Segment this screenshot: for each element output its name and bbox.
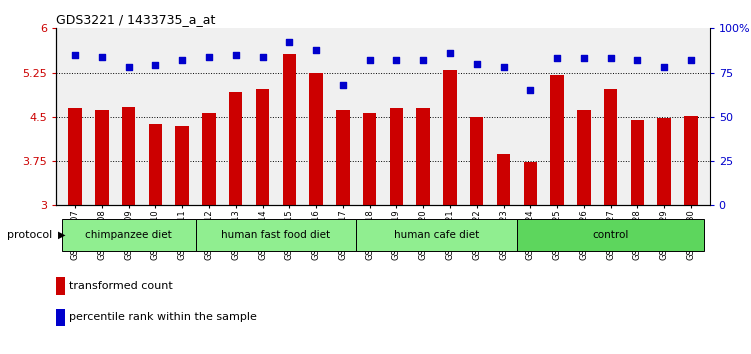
Text: human fast food diet: human fast food diet xyxy=(222,230,330,240)
Text: human cafe diet: human cafe diet xyxy=(394,230,479,240)
Text: chimpanzee diet: chimpanzee diet xyxy=(86,230,172,240)
Bar xyxy=(202,113,216,205)
Bar xyxy=(578,110,590,205)
Point xyxy=(69,52,81,58)
Point xyxy=(257,54,269,59)
Point xyxy=(363,57,376,63)
Bar xyxy=(631,120,644,205)
FancyBboxPatch shape xyxy=(356,219,517,251)
Bar xyxy=(309,73,323,205)
Bar xyxy=(122,107,135,205)
Point xyxy=(310,47,322,52)
Text: percentile rank within the sample: percentile rank within the sample xyxy=(69,313,258,322)
Bar xyxy=(56,277,65,295)
Point xyxy=(471,61,483,67)
Text: transformed count: transformed count xyxy=(69,281,173,291)
FancyBboxPatch shape xyxy=(517,219,704,251)
Bar xyxy=(56,309,65,326)
Bar xyxy=(229,92,243,205)
Point xyxy=(417,57,429,63)
Bar xyxy=(176,126,189,205)
Bar xyxy=(363,113,376,205)
Bar xyxy=(68,108,82,205)
Text: ▶: ▶ xyxy=(58,230,65,240)
Bar xyxy=(443,70,457,205)
Bar xyxy=(95,110,109,205)
Bar xyxy=(684,116,698,205)
FancyBboxPatch shape xyxy=(195,219,356,251)
Point xyxy=(337,82,349,88)
Point xyxy=(176,57,189,63)
Point xyxy=(524,87,536,93)
Point xyxy=(391,57,403,63)
Point xyxy=(658,64,670,70)
Point xyxy=(605,56,617,61)
Point xyxy=(685,57,697,63)
Bar xyxy=(149,124,162,205)
Point xyxy=(578,56,590,61)
Point xyxy=(96,54,108,59)
Text: GDS3221 / 1433735_a_at: GDS3221 / 1433735_a_at xyxy=(56,13,216,26)
Point xyxy=(497,64,509,70)
Bar xyxy=(390,108,403,205)
Bar xyxy=(282,54,296,205)
Bar xyxy=(470,117,484,205)
Point xyxy=(283,40,295,45)
Bar xyxy=(657,118,671,205)
Bar xyxy=(604,89,617,205)
Bar xyxy=(417,108,430,205)
Bar xyxy=(523,162,537,205)
Bar xyxy=(497,154,510,205)
Point xyxy=(551,56,563,61)
Point xyxy=(230,52,242,58)
Point xyxy=(149,63,161,68)
Point xyxy=(203,54,215,59)
Point xyxy=(122,64,134,70)
Bar xyxy=(256,89,269,205)
Point xyxy=(632,57,644,63)
Bar xyxy=(550,75,564,205)
Text: control: control xyxy=(593,230,629,240)
Text: protocol: protocol xyxy=(8,230,53,240)
FancyBboxPatch shape xyxy=(62,219,195,251)
Bar xyxy=(336,110,349,205)
Point xyxy=(444,50,456,56)
